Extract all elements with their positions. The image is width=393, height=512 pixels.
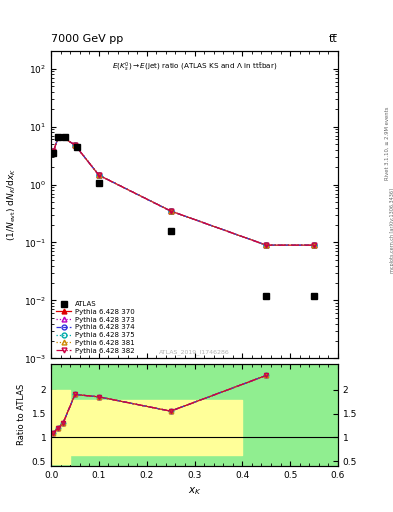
- Pythia 6.428 382: [97, 172, 101, 178]
- Line: ATLAS: ATLAS: [50, 134, 317, 299]
- Pythia 6.428 370: [168, 208, 173, 214]
- ATLAS: [264, 293, 269, 299]
- Pythia 6.428 382: [73, 142, 77, 148]
- ATLAS: [56, 134, 61, 140]
- Pythia 6.428 374: [312, 242, 316, 248]
- Pythia 6.428 370: [56, 134, 61, 140]
- Pythia 6.428 373: [264, 242, 269, 248]
- X-axis label: $x_K$: $x_K$: [188, 485, 201, 497]
- Pythia 6.428 382: [56, 134, 61, 140]
- Pythia 6.428 375: [56, 134, 61, 140]
- Pythia 6.428 381: [97, 172, 101, 178]
- Pythia 6.428 381: [312, 242, 316, 248]
- Pythia 6.428 375: [168, 208, 173, 214]
- Pythia 6.428 370: [264, 242, 269, 248]
- Pythia 6.428 381: [168, 208, 173, 214]
- Pythia 6.428 375: [61, 134, 65, 140]
- Pythia 6.428 370: [73, 142, 77, 148]
- ATLAS: [168, 228, 173, 234]
- ATLAS: [75, 144, 80, 150]
- Pythia 6.428 375: [73, 142, 77, 148]
- Pythia 6.428 375: [97, 172, 101, 178]
- ATLAS: [63, 134, 68, 140]
- Line: Pythia 6.428 382: Pythia 6.428 382: [51, 135, 316, 248]
- ATLAS: [51, 150, 56, 156]
- Pythia 6.428 374: [51, 148, 56, 154]
- Pythia 6.428 373: [168, 208, 173, 214]
- Pythia 6.428 374: [97, 172, 101, 178]
- Pythia 6.428 381: [51, 148, 56, 154]
- Pythia 6.428 382: [51, 148, 56, 154]
- Pythia 6.428 375: [264, 242, 269, 248]
- Text: mcplots.cern.ch [arXiv:1306.3436]: mcplots.cern.ch [arXiv:1306.3436]: [390, 188, 393, 273]
- ATLAS: [312, 293, 316, 299]
- Pythia 6.428 382: [168, 208, 173, 214]
- Pythia 6.428 373: [56, 134, 61, 140]
- Line: Pythia 6.428 373: Pythia 6.428 373: [51, 135, 316, 248]
- Pythia 6.428 370: [312, 242, 316, 248]
- Pythia 6.428 374: [73, 142, 77, 148]
- Pythia 6.428 382: [312, 242, 316, 248]
- Pythia 6.428 381: [73, 142, 77, 148]
- Pythia 6.428 381: [56, 134, 61, 140]
- Pythia 6.428 373: [97, 172, 101, 178]
- Line: Pythia 6.428 374: Pythia 6.428 374: [51, 135, 316, 248]
- Pythia 6.428 370: [61, 134, 65, 140]
- Pythia 6.428 370: [51, 148, 56, 154]
- Line: Pythia 6.428 381: Pythia 6.428 381: [51, 135, 316, 248]
- Text: ATLAS_2019_I1746286: ATLAS_2019_I1746286: [159, 350, 230, 355]
- Pythia 6.428 374: [168, 208, 173, 214]
- Text: $E(K^0_s) \to E(\mathrm{jet})$ ratio (ATLAS KS and $\Lambda$ in tt$\bar{\mathrm{: $E(K^0_s) \to E(\mathrm{jet})$ ratio (AT…: [112, 60, 277, 74]
- Pythia 6.428 373: [73, 142, 77, 148]
- Line: Pythia 6.428 375: Pythia 6.428 375: [51, 135, 316, 248]
- ATLAS: [97, 180, 101, 186]
- Pythia 6.428 373: [51, 148, 56, 154]
- Pythia 6.428 381: [264, 242, 269, 248]
- Pythia 6.428 375: [312, 242, 316, 248]
- Pythia 6.428 375: [51, 148, 56, 154]
- Text: tt̅: tt̅: [329, 33, 338, 44]
- Y-axis label: $(1/N_\mathrm{evt})\ \mathrm{d}N_K/\mathrm{d}x_K$: $(1/N_\mathrm{evt})\ \mathrm{d}N_K/\math…: [6, 168, 18, 242]
- Pythia 6.428 374: [61, 134, 65, 140]
- Pythia 6.428 382: [264, 242, 269, 248]
- Line: Pythia 6.428 370: Pythia 6.428 370: [51, 135, 316, 248]
- Text: 7000 GeV pp: 7000 GeV pp: [51, 33, 123, 44]
- Pythia 6.428 374: [264, 242, 269, 248]
- Legend: ATLAS, Pythia 6.428 370, Pythia 6.428 373, Pythia 6.428 374, Pythia 6.428 375, P: ATLAS, Pythia 6.428 370, Pythia 6.428 37…: [55, 300, 136, 355]
- Pythia 6.428 374: [56, 134, 61, 140]
- Pythia 6.428 381: [61, 134, 65, 140]
- Y-axis label: Ratio to ATLAS: Ratio to ATLAS: [17, 384, 26, 445]
- Text: Rivet 3.1.10, ≥ 2.9M events: Rivet 3.1.10, ≥ 2.9M events: [385, 106, 389, 180]
- Pythia 6.428 373: [312, 242, 316, 248]
- Pythia 6.428 382: [61, 134, 65, 140]
- Pythia 6.428 370: [97, 172, 101, 178]
- Pythia 6.428 373: [61, 134, 65, 140]
